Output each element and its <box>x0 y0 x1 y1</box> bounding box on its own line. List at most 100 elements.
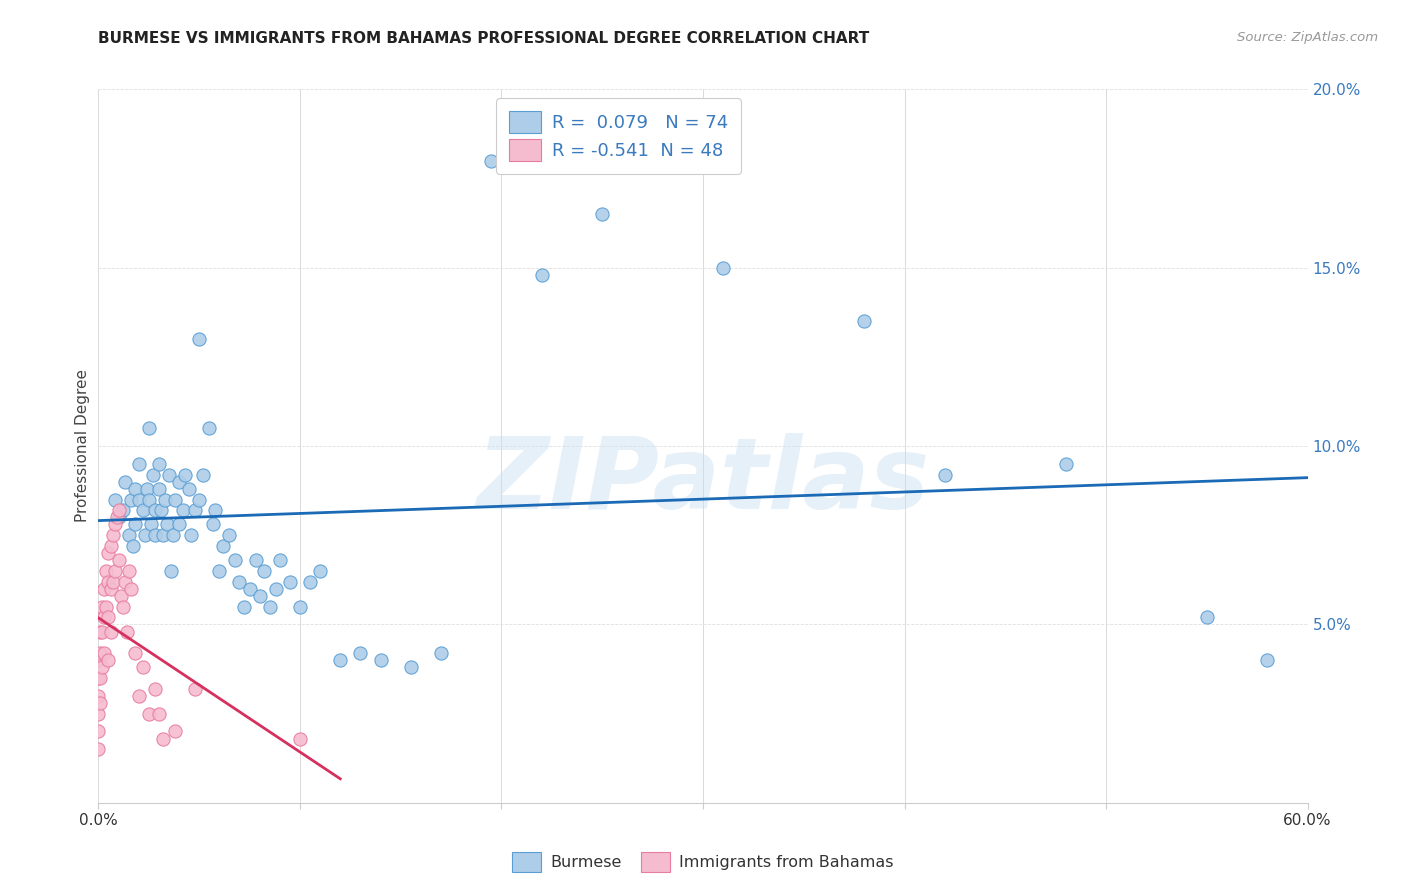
Point <box>87 706 110 721</box>
Point <box>288 599 311 614</box>
Point <box>162 528 184 542</box>
Legend: R =  0.079   N = 74, R = -0.541  N = 48: R = 0.079 N = 74, R = -0.541 N = 48 <box>496 98 741 174</box>
Point <box>124 517 146 532</box>
Point <box>218 528 240 542</box>
Point <box>239 582 262 596</box>
Point <box>89 646 111 660</box>
Point <box>111 599 134 614</box>
Point <box>430 646 453 660</box>
Point <box>188 492 211 507</box>
Point <box>180 528 202 542</box>
Point <box>139 517 162 532</box>
Point <box>163 724 186 739</box>
Point <box>115 624 138 639</box>
Point <box>97 653 120 667</box>
Point <box>481 153 503 168</box>
Point <box>97 546 120 560</box>
Point <box>105 510 128 524</box>
Point <box>100 539 122 553</box>
Point <box>91 660 114 674</box>
Point <box>118 528 141 542</box>
Point <box>111 503 134 517</box>
Point <box>202 517 225 532</box>
Point <box>142 467 165 482</box>
Text: BURMESE VS IMMIGRANTS FROM BAHAMAS PROFESSIONAL DEGREE CORRELATION CHART: BURMESE VS IMMIGRANTS FROM BAHAMAS PROFE… <box>98 31 870 46</box>
Point <box>264 582 287 596</box>
Point <box>149 503 172 517</box>
Point <box>120 582 142 596</box>
Point <box>1256 653 1278 667</box>
Point <box>96 564 118 578</box>
Point <box>399 660 422 674</box>
Point <box>97 610 120 624</box>
Point <box>160 564 183 578</box>
Point <box>370 653 392 667</box>
Point <box>148 482 170 496</box>
Point <box>138 421 160 435</box>
Point <box>934 467 956 482</box>
Point <box>87 653 110 667</box>
Point <box>96 599 118 614</box>
Point <box>101 528 124 542</box>
Text: ZIPatlas: ZIPatlas <box>477 434 929 530</box>
Point <box>249 589 271 603</box>
Point <box>93 582 115 596</box>
Point <box>152 731 174 746</box>
Point <box>128 492 150 507</box>
Point <box>245 553 267 567</box>
Point <box>232 599 254 614</box>
Point <box>184 503 207 517</box>
Point <box>193 467 215 482</box>
Point <box>152 528 174 542</box>
Point <box>132 660 155 674</box>
Point <box>711 260 734 275</box>
Point <box>128 457 150 471</box>
Point <box>167 475 190 489</box>
Point <box>253 564 276 578</box>
Point <box>87 742 110 756</box>
Point <box>91 599 114 614</box>
Point <box>349 646 371 660</box>
Point <box>179 482 201 496</box>
Point <box>212 539 235 553</box>
Point <box>228 574 250 589</box>
Point <box>107 503 129 517</box>
Point <box>198 421 221 435</box>
Point <box>120 492 142 507</box>
Point <box>174 467 197 482</box>
Point <box>91 624 114 639</box>
Point <box>87 671 110 685</box>
Point <box>87 724 110 739</box>
Point <box>100 582 122 596</box>
Point <box>143 528 166 542</box>
Point <box>204 503 226 517</box>
Point <box>143 681 166 696</box>
Point <box>224 553 246 567</box>
Point <box>259 599 281 614</box>
Point <box>299 574 322 589</box>
Point <box>288 731 311 746</box>
Point <box>153 492 176 507</box>
Point <box>118 564 141 578</box>
Point <box>103 492 125 507</box>
Point <box>143 503 166 517</box>
Point <box>157 467 180 482</box>
Point <box>148 457 170 471</box>
Point <box>278 574 301 589</box>
Point <box>167 517 190 532</box>
Point <box>329 653 352 667</box>
Point <box>148 706 170 721</box>
Point <box>114 574 136 589</box>
Point <box>107 553 129 567</box>
Text: Source: ZipAtlas.com: Source: ZipAtlas.com <box>1237 31 1378 45</box>
Point <box>591 207 613 221</box>
Point <box>87 689 110 703</box>
Point <box>110 589 132 603</box>
Point <box>128 689 150 703</box>
Point <box>134 528 156 542</box>
Point <box>138 706 160 721</box>
Point <box>163 492 186 507</box>
Point <box>1195 610 1218 624</box>
Point <box>138 492 160 507</box>
Point <box>89 671 111 685</box>
